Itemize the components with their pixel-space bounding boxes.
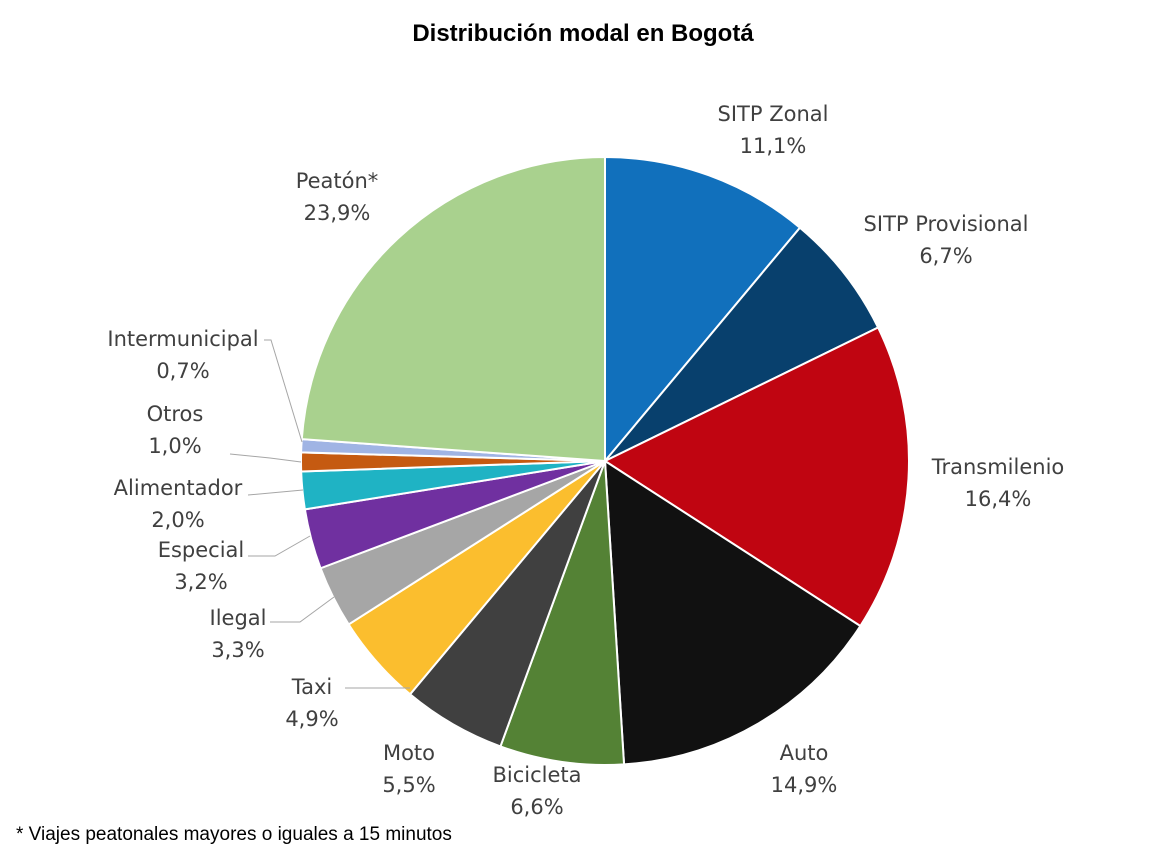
slice-label-taxi: Taxi xyxy=(291,675,332,699)
leader-line xyxy=(248,535,311,557)
slice-label-transmilenio: Transmilenio xyxy=(931,455,1065,479)
slice-value-intermunicipal: 0,7% xyxy=(156,359,209,383)
pie-slice-sitp-zonal xyxy=(604,155,802,464)
slice-label-alimentador: Alimentador xyxy=(114,476,243,500)
pie-slice-auto xyxy=(603,459,862,766)
slice-value-especial: 3,2% xyxy=(174,570,227,594)
slice-value-sitp-provisional: 6,7% xyxy=(919,244,972,268)
slice-label-peat-n: Peatón* xyxy=(296,169,379,193)
slice-label-especial: Especial xyxy=(158,538,245,562)
slice-value-moto: 5,5% xyxy=(382,773,435,797)
slice-label-moto: Moto xyxy=(383,741,435,765)
slice-value-auto: 14,9% xyxy=(771,773,838,797)
leader-line xyxy=(247,489,304,496)
slice-value-transmilenio: 16,4% xyxy=(965,487,1032,511)
chart-title: Distribución modal en Bogotá xyxy=(412,20,754,47)
slice-value-ilegal: 3,3% xyxy=(211,638,264,662)
slice-value-alimentador: 2,0% xyxy=(151,508,204,532)
slice-value-bicicleta: 6,6% xyxy=(510,795,563,819)
slice-value-taxi: 4,9% xyxy=(285,707,338,731)
slice-label-intermunicipal: Intermunicipal xyxy=(107,327,258,351)
slice-value-sitp-zonal: 11,1% xyxy=(740,134,807,158)
pie-slice-sitp-provisional xyxy=(604,226,880,462)
pie-slice-transmilenio xyxy=(602,326,910,628)
slice-label-otros: Otros xyxy=(147,402,204,426)
slice-label-auto: Auto xyxy=(780,741,829,765)
slice-label-sitp-provisional: SITP Provisional xyxy=(864,212,1029,236)
pie-slice-bicicleta xyxy=(499,460,626,766)
slice-label-bicicleta: Bicicleta xyxy=(492,763,581,787)
slice-label-sitp-zonal: SITP Zonal xyxy=(718,102,829,126)
slice-value-otros: 1,0% xyxy=(148,434,201,458)
slice-label-ilegal: Ilegal xyxy=(210,606,267,630)
footnote: * Viajes peatonales mayores o iguales a … xyxy=(16,824,452,845)
leader-line xyxy=(270,596,335,623)
leader-line xyxy=(264,339,303,443)
slice-value-peat-n: 23,9% xyxy=(304,201,371,225)
leader-line xyxy=(229,453,302,463)
pie-slice-peat-n xyxy=(300,155,606,463)
